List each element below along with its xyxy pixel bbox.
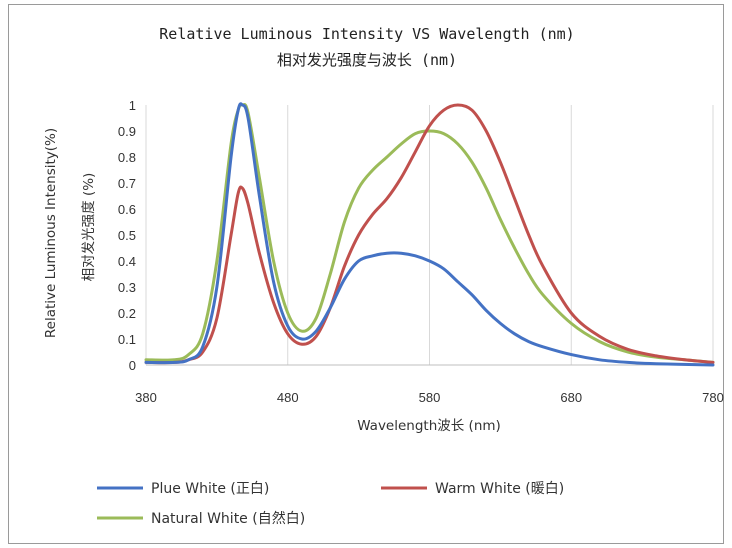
legend-item-plue-white: Plue White (正白) bbox=[97, 481, 269, 497]
x-tick-label: 580 bbox=[419, 390, 441, 405]
chart-subtitle: 相对发光强度与波长 (nm) bbox=[277, 51, 457, 69]
y-tick-label: 0 bbox=[129, 358, 136, 373]
y-tick-label: 0.3 bbox=[118, 280, 136, 295]
y-axis-label-secondary: 相对发光强度 (%) bbox=[81, 173, 97, 282]
y-tick-label: 0.8 bbox=[118, 150, 136, 165]
series-lines bbox=[144, 102, 715, 367]
legend-item-natural-white: Natural White (自然白) bbox=[97, 510, 305, 527]
y-tick-label: 0.7 bbox=[118, 176, 136, 191]
x-tick-label: 680 bbox=[560, 390, 582, 405]
y-tick-label: 0.2 bbox=[118, 306, 136, 321]
legend-label: Warm White (暖白) bbox=[435, 481, 564, 497]
legend-label: Plue White (正白) bbox=[151, 481, 269, 497]
legend-item-warm-white: Warm White (暖白) bbox=[381, 481, 564, 497]
series-line-warm-white bbox=[144, 103, 715, 365]
chart-canvas: Relative Luminous Intensity VS Wavelengt… bbox=[43, 25, 724, 527]
x-axis-label: Wavelength波长 (nm) bbox=[357, 418, 501, 434]
x-tick-label: 380 bbox=[135, 390, 157, 405]
y-axis-label: Relative Luminous Intensity(%) bbox=[43, 128, 59, 338]
y-tick-label: 0.1 bbox=[118, 332, 136, 347]
y-tick-label: 0.9 bbox=[118, 124, 136, 139]
series-line-plue-white bbox=[144, 102, 715, 367]
legend: Plue White (正白) Warm White (暖白) Natural Wh… bbox=[97, 481, 564, 527]
y-tick-label: 0.4 bbox=[118, 254, 136, 269]
x-tick-label: 480 bbox=[277, 390, 299, 405]
chart-title: Relative Luminous Intensity VS Wavelengt… bbox=[159, 25, 574, 43]
chart-frame: Relative Luminous Intensity VS Wavelengt… bbox=[8, 4, 724, 544]
legend-label: Natural White (自然白) bbox=[151, 510, 305, 527]
y-tick-label: 0.6 bbox=[118, 202, 136, 217]
y-tick-label: 0.5 bbox=[118, 228, 136, 243]
x-tick-label: 780 bbox=[702, 390, 724, 405]
y-tick-label: 1 bbox=[129, 98, 136, 113]
tick-labels: 0 0.1 0.2 0.3 0.4 0.5 0.6 0.7 0.8 0.9 1 380 480 580 68… bbox=[118, 98, 724, 405]
